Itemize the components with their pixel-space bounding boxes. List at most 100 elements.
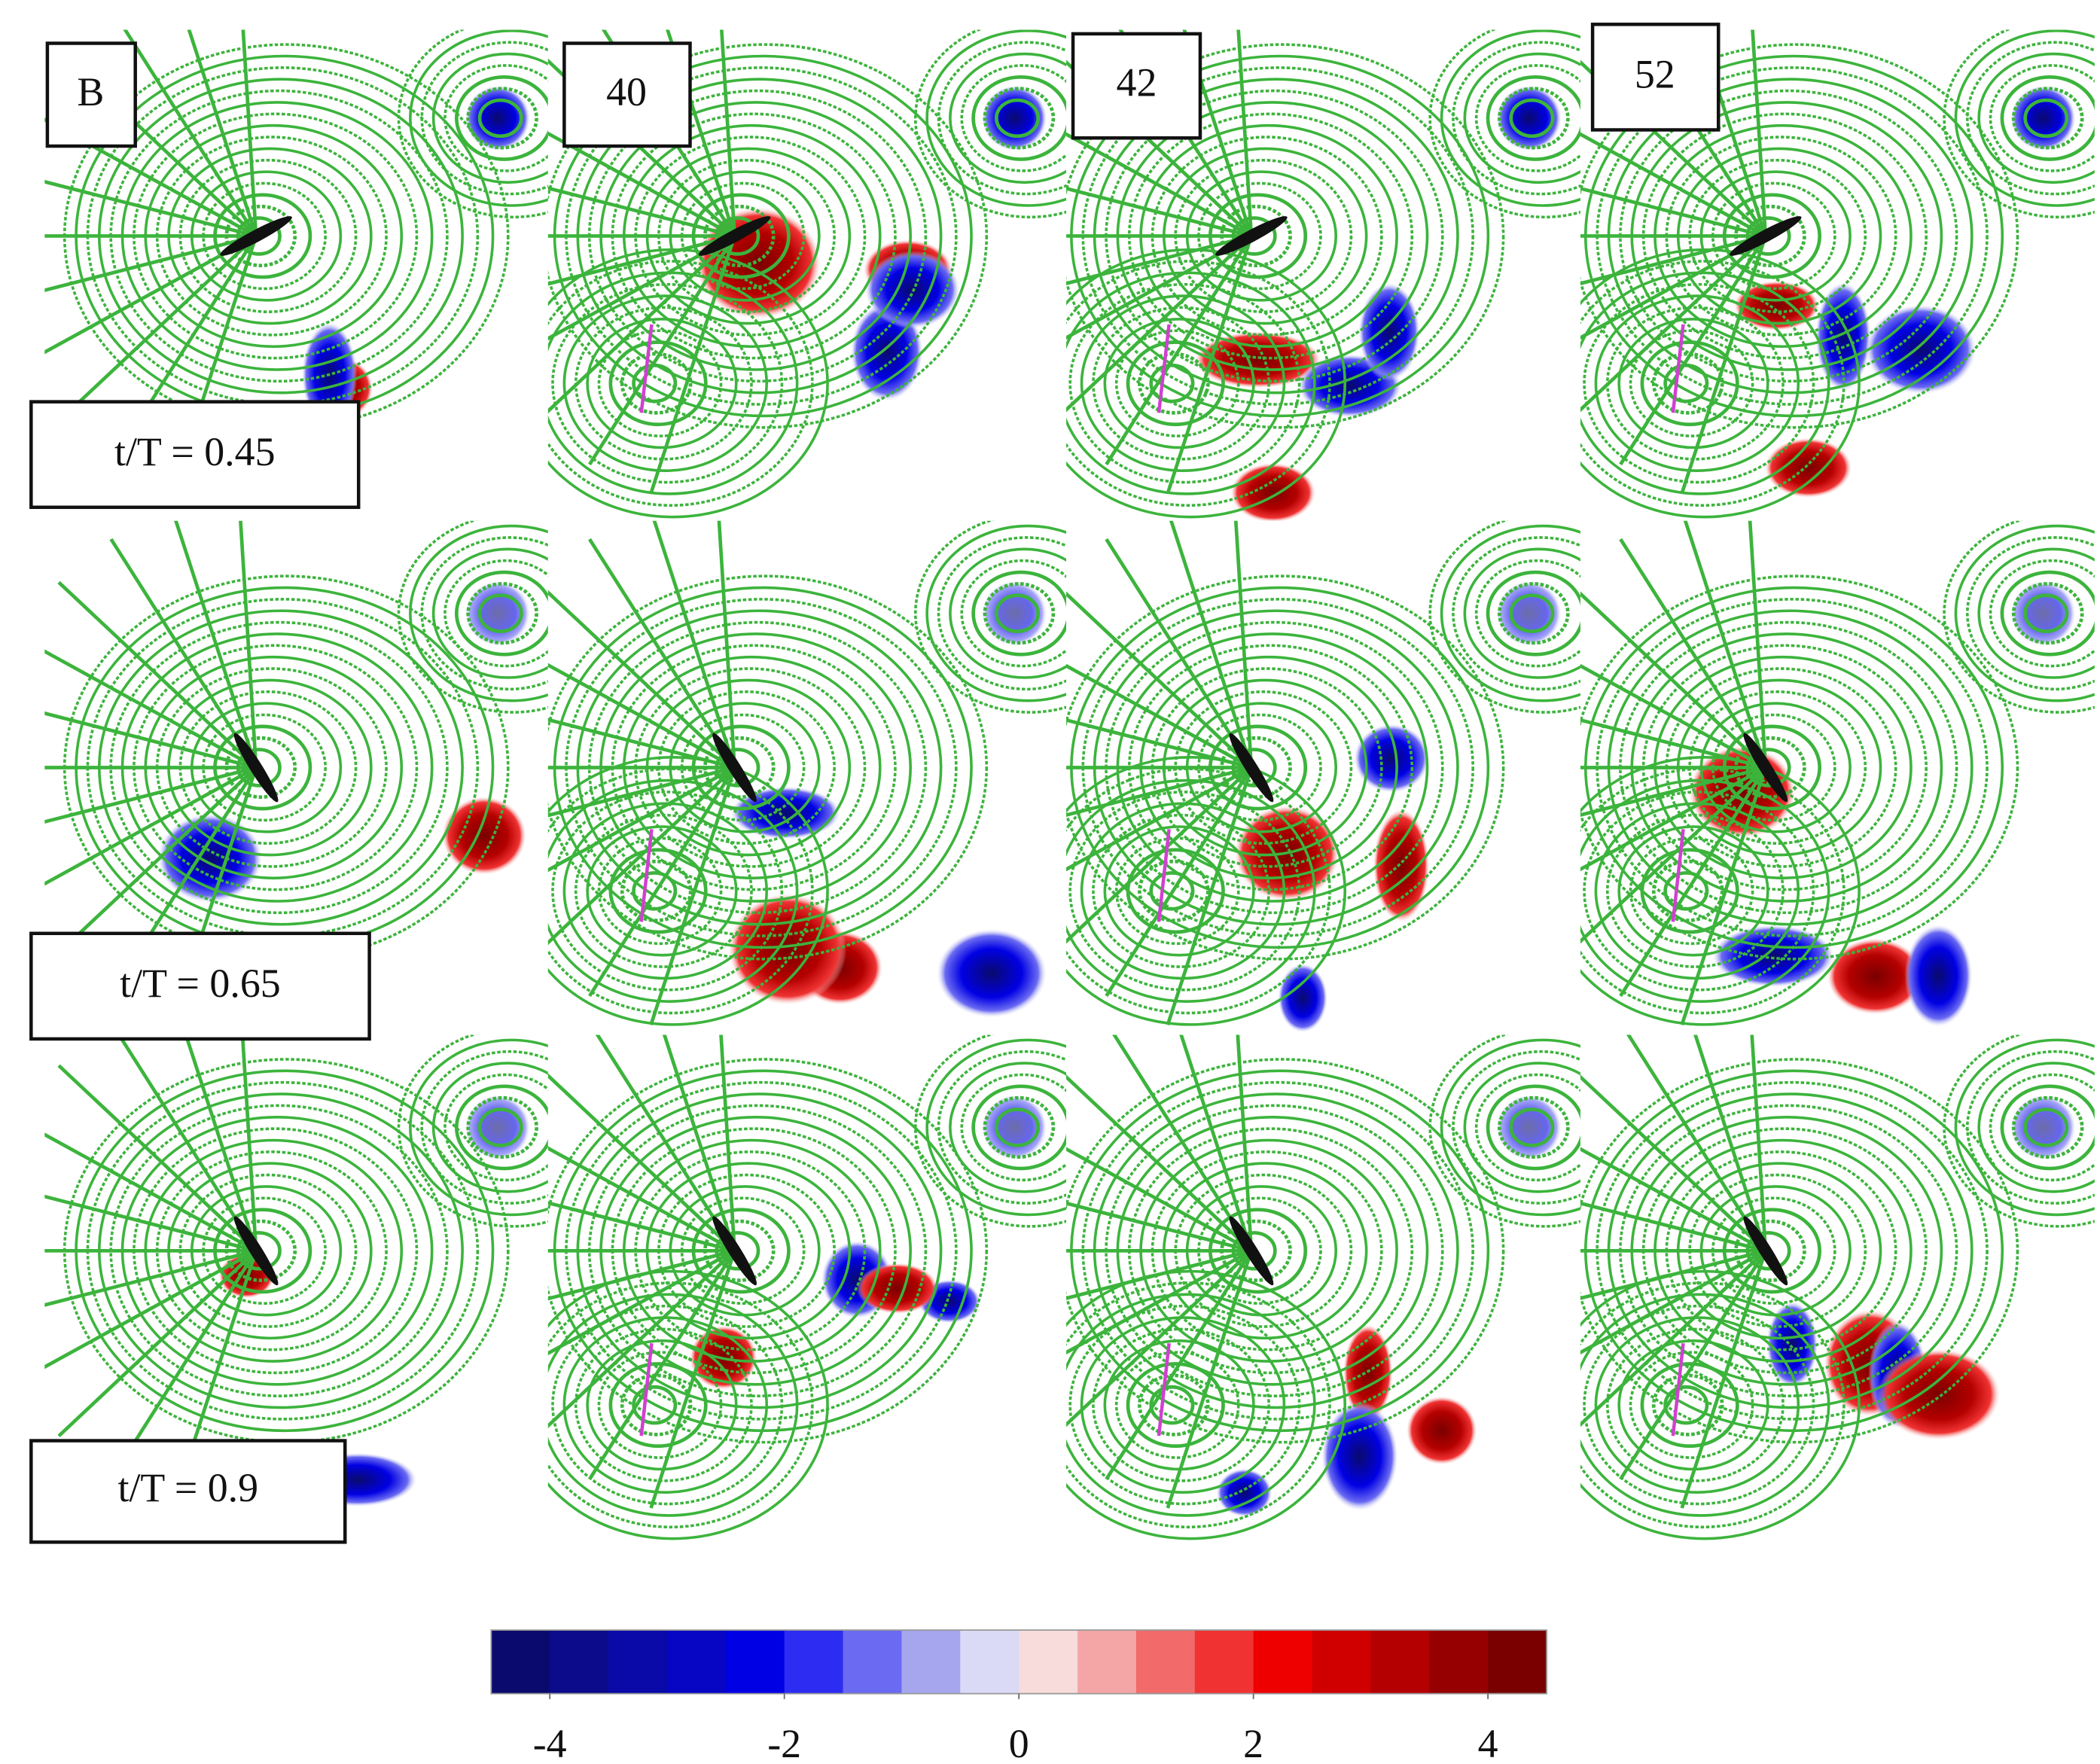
vortex-blob: [1354, 724, 1429, 793]
contour-panel: [1580, 520, 2095, 1035]
contour-line: [397, 520, 548, 714]
vortex-blob: [465, 1095, 531, 1160]
contour-line: [1580, 248, 1861, 519]
contour-line: [1651, 859, 1724, 922]
contour-line: [466, 582, 538, 645]
contour-line: [1066, 1281, 1331, 1529]
contour-line: [1080, 294, 1286, 473]
vortex-blob: [1321, 1401, 1398, 1511]
contour-line: [1138, 1373, 1210, 1436]
contour-line: [477, 98, 523, 139]
contour-line: [1640, 340, 1739, 427]
streamline: [1166, 235, 1254, 494]
streamline: [1619, 1250, 1767, 1480]
column-label: 40: [562, 41, 692, 148]
colorbar: -4 -2 0 2 4: [490, 1629, 1547, 1764]
flap: [1157, 829, 1171, 922]
streamline: [588, 766, 736, 998]
contour-line: [409, 29, 548, 207]
contour-line: [971, 1084, 1067, 1171]
contour-line: [1663, 1385, 1709, 1425]
contour-line: [1605, 1327, 1785, 1482]
contour-line: [1066, 1058, 1505, 1444]
contour-panel: [1066, 1034, 1580, 1549]
contour-line: [1149, 871, 1195, 911]
streamline: [547, 131, 736, 238]
contour-line: [1663, 363, 1709, 404]
contour-line: [1197, 713, 1322, 822]
contour-line: [914, 1034, 1067, 1228]
streamline: [547, 1249, 736, 1429]
streamline: [1580, 1249, 1766, 1300]
contour-line: [1066, 248, 1346, 519]
streamline: [649, 235, 736, 494]
streamline: [1066, 591, 1253, 769]
flap: [1671, 1342, 1685, 1436]
streamline: [1105, 1250, 1253, 1480]
contour-line: [431, 547, 548, 679]
column-label: 42: [1071, 32, 1202, 140]
contour-line: [925, 524, 1067, 702]
contour-line: [466, 87, 538, 150]
streamline: [662, 1034, 736, 1252]
streamline: [1683, 520, 1767, 769]
contour-line: [202, 713, 327, 822]
contour-line: [983, 1095, 1056, 1159]
airfoil: [233, 1216, 279, 1286]
contour-line: [551, 1304, 784, 1506]
contour-line: [477, 1107, 523, 1147]
streamline: [1580, 717, 1766, 769]
streamline: [1580, 234, 1766, 340]
contour-line: [1966, 41, 2095, 196]
streamline: [57, 766, 258, 955]
contour-line: [1583, 282, 1815, 484]
row-label: t/T = 0.45: [29, 400, 361, 510]
contour-line: [1092, 813, 1270, 968]
streamline: [44, 766, 258, 886]
streamline: [1105, 766, 1253, 998]
row-label: t/T = 0.9: [29, 1439, 347, 1544]
vortex-blob: [1904, 925, 1973, 1027]
contour-line: [455, 570, 548, 657]
vortex-blob: [1496, 580, 1562, 646]
contour-panel: [1580, 1034, 2095, 1549]
contour-line: [431, 1062, 548, 1193]
contour-line: [1605, 813, 1785, 968]
streamline: [547, 1073, 736, 1253]
contour-line: [608, 340, 708, 427]
streamline: [1580, 766, 1766, 818]
colorbar-tick-label: -4: [533, 1721, 567, 1764]
contour-line: [1943, 1034, 2095, 1228]
streamline: [547, 663, 736, 769]
streamline: [44, 1249, 258, 1369]
flap: [1157, 1342, 1171, 1436]
contour-line: [1066, 43, 1505, 429]
column-label-text: 40: [606, 69, 647, 114]
contour-line: [1509, 98, 1555, 139]
airfoil: [1215, 216, 1288, 256]
vortex-blob: [1865, 304, 1977, 395]
streamline: [57, 234, 258, 423]
airfoil: [220, 216, 292, 256]
streamline: [1751, 29, 1768, 236]
contour-line: [586, 317, 738, 449]
contour-line: [1640, 848, 1739, 934]
streamline: [1179, 1034, 1254, 1252]
streamline: [1236, 1034, 1254, 1251]
contour-line: [1580, 778, 1830, 1003]
contour-line: [431, 52, 548, 184]
streamline: [1748, 520, 1768, 768]
contour-line: [1989, 64, 2095, 172]
streamline: [44, 234, 257, 292]
vortex-blob: [982, 85, 1047, 151]
streamline: [1619, 766, 1767, 998]
contour-line: [937, 41, 1067, 196]
streamline: [1580, 234, 1766, 285]
contour-line: [608, 848, 708, 934]
streamline: [595, 1034, 736, 1252]
contour-line: [1509, 593, 1555, 633]
contour-line: [1066, 1293, 1316, 1517]
contour-line: [1474, 64, 1580, 172]
streamline: [1066, 766, 1253, 944]
colorbar-swatch: [725, 1630, 785, 1694]
